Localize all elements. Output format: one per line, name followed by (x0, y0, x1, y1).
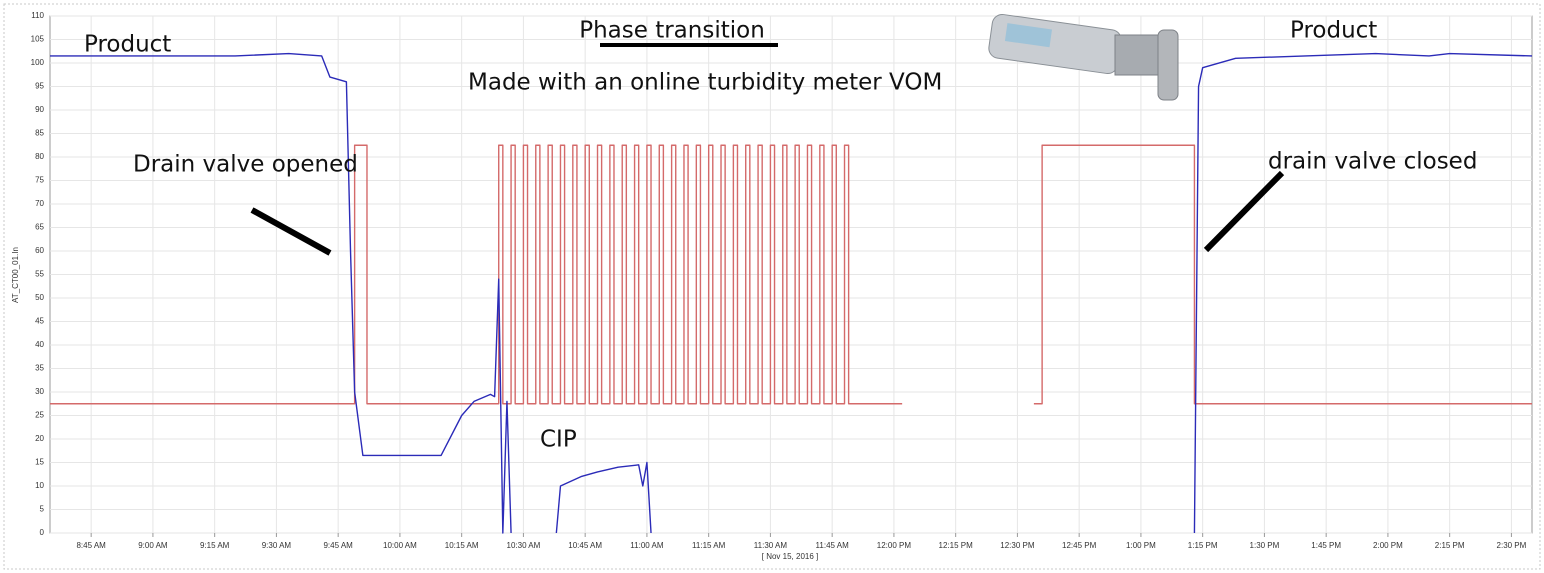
annotation: drain valve closed (1268, 149, 1477, 175)
y-tick-label: 10 (35, 481, 44, 490)
y-tick-label: 35 (35, 364, 44, 373)
y-tick-label: 5 (40, 505, 45, 514)
x-tick-label: 9:45 AM (323, 541, 353, 550)
y-tick-label: 110 (31, 11, 44, 20)
annotation: Drain valve opened (133, 152, 358, 178)
x-tick-label: 10:30 AM (507, 541, 541, 550)
y-tick-label: 55 (35, 270, 44, 279)
x-tick-label: 1:45 PM (1311, 541, 1341, 550)
x-tick-label: 9:00 AM (138, 541, 168, 550)
x-tick-label: 12:15 PM (939, 541, 974, 550)
x-tick-label: 12:30 PM (1000, 541, 1035, 550)
x-tick-label: 1:00 PM (1126, 541, 1156, 550)
y-tick-label: 45 (35, 317, 44, 326)
y-tick-label: 30 (35, 387, 44, 396)
x-tick-label: 2:30 PM (1497, 541, 1527, 550)
x-tick-label: 11:45 AM (816, 541, 850, 550)
x-tick-label: 11:00 AM (630, 541, 664, 550)
x-tick-label: 10:45 AM (568, 541, 602, 550)
chart: 0 5 10 15 20 25 30 35 40 45 50 55 60 65 70 75 80 85 90 95 10… (0, 0, 1544, 573)
y-tick-label: 95 (35, 82, 44, 91)
page: {"chart_data": { "type": "line", "y_labe… (0, 0, 1544, 573)
y-axis-label: AT_CT00_01.In (11, 247, 20, 303)
y-tick-label: 90 (35, 105, 44, 114)
annotation: CIP (540, 427, 577, 453)
x-axis-label: [ Nov 15, 2016 ] (762, 552, 818, 561)
x-tick-label: 9:15 AM (200, 541, 230, 550)
y-tick-label: 80 (35, 152, 44, 161)
y-tick-label: 50 (35, 293, 44, 302)
y-tick-label: 0 (40, 528, 45, 537)
y-tick-label: 60 (35, 246, 44, 255)
annotation: Product (84, 32, 171, 58)
y-tick-label: 40 (35, 340, 44, 349)
y-tick-label: 105 (31, 35, 45, 44)
y-tick-label: 75 (35, 176, 44, 185)
x-tick-label: 2:00 PM (1373, 541, 1403, 550)
y-tick-label: 65 (35, 223, 44, 232)
annotation: Product (1290, 18, 1377, 44)
annotation: Phase transition (579, 18, 765, 44)
x-tick-label: 10:00 AM (383, 541, 417, 550)
annotation: Made with an online turbidity meter VOM (468, 70, 942, 96)
x-tick-label: 12:00 PM (877, 541, 912, 550)
y-tick-label: 70 (35, 199, 44, 208)
y-tick-label: 85 (35, 129, 44, 138)
y-tick-label: 15 (35, 458, 44, 467)
x-tick-label: 9:30 AM (262, 541, 292, 550)
x-tick-label: 12:45 PM (1062, 541, 1097, 550)
y-tick-label: 20 (35, 434, 44, 443)
x-tick-label: 11:30 AM (754, 541, 788, 550)
y-tick-label: 25 (35, 411, 44, 420)
x-tick-label: 1:30 PM (1250, 541, 1280, 550)
x-tick-label: 11:15 AM (692, 541, 726, 550)
x-tick-label: 8:45 AM (76, 541, 106, 550)
y-tick-label: 100 (31, 58, 45, 67)
x-tick-label: 2:15 PM (1435, 541, 1465, 550)
x-tick-label: 10:15 AM (445, 541, 479, 550)
x-tick-label: 1:15 PM (1188, 541, 1218, 550)
